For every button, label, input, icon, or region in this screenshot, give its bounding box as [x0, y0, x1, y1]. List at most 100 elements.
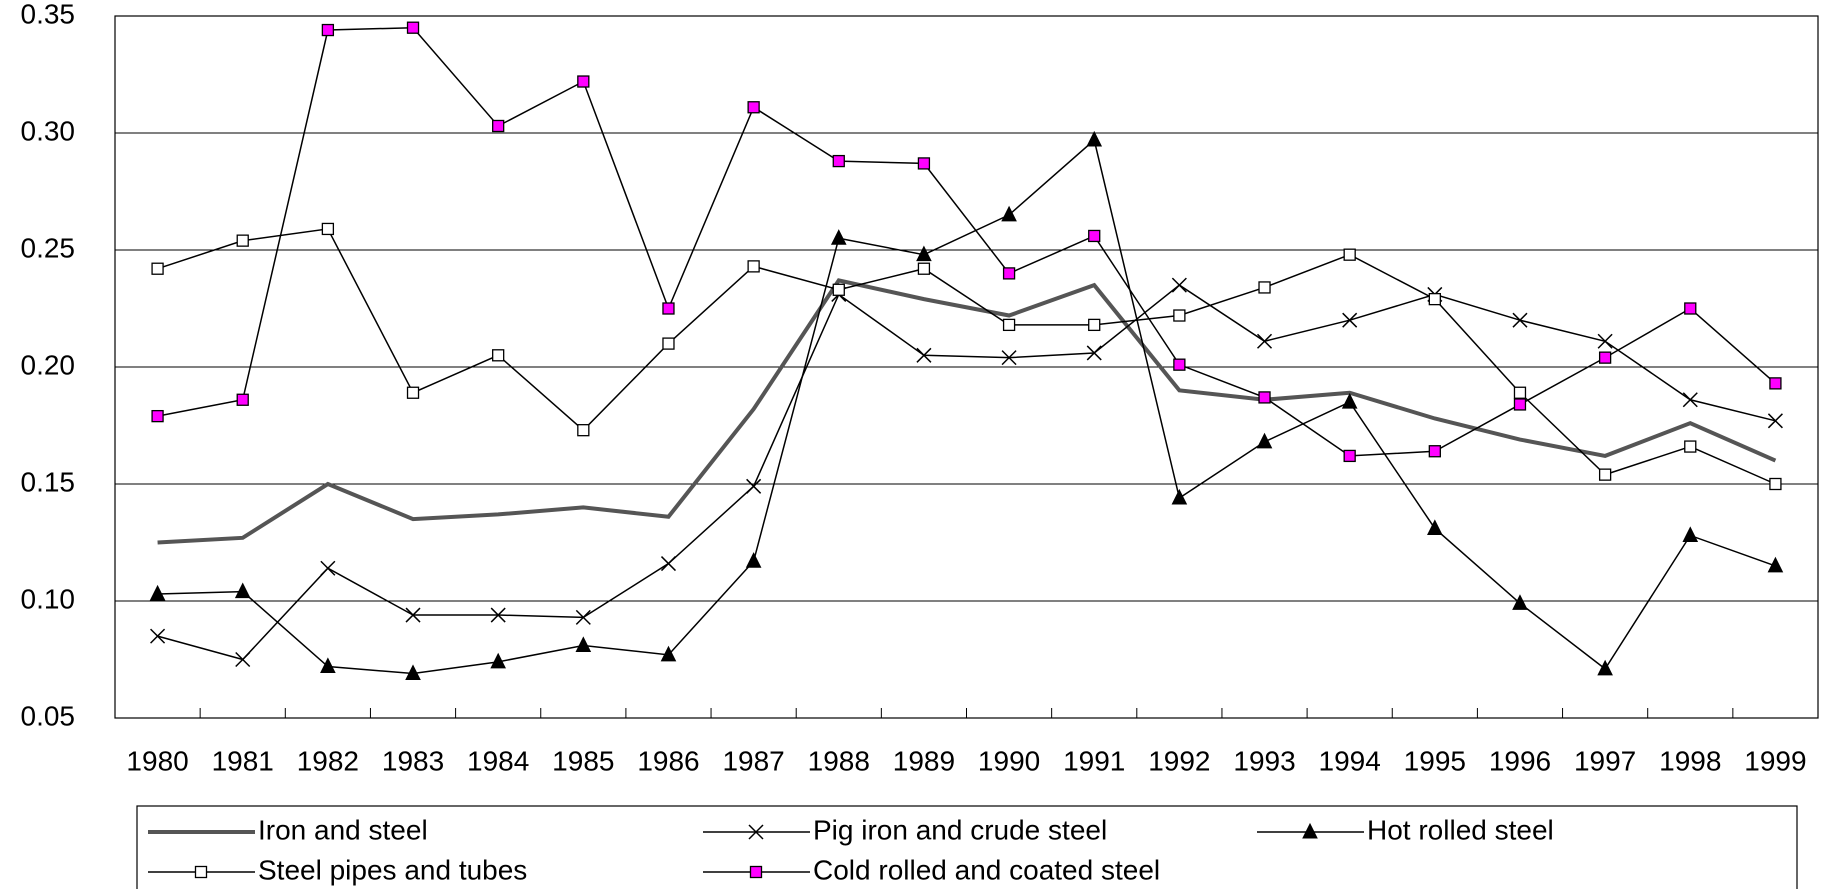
legend-label: Cold rolled and coated steel — [813, 854, 1160, 885]
marker — [1513, 386, 1527, 399]
marker — [1256, 333, 1273, 349]
marker — [916, 245, 932, 262]
x-tick-label: 1983 — [382, 745, 444, 776]
marker — [749, 865, 763, 879]
marker — [1173, 309, 1186, 322]
marker — [1258, 391, 1271, 404]
marker — [321, 222, 335, 236]
marker — [1769, 377, 1782, 390]
series-line — [157, 26, 1776, 457]
x-tick-label: 1985 — [552, 745, 614, 776]
x-tick-label: 1996 — [1489, 745, 1551, 776]
legend-label: Pig iron and crude steel — [813, 814, 1107, 845]
marker — [1342, 312, 1358, 328]
marker — [1171, 488, 1188, 505]
x-tick-label: 1993 — [1233, 745, 1295, 776]
marker — [151, 262, 164, 275]
marker — [151, 409, 164, 423]
marker — [194, 865, 208, 879]
x-tick-label: 1984 — [467, 745, 529, 776]
marker — [1001, 350, 1017, 366]
marker — [575, 609, 591, 625]
marker — [745, 552, 762, 568]
marker — [492, 119, 505, 133]
marker — [406, 386, 420, 399]
y-tick-label: 0.15 — [21, 466, 76, 497]
marker — [832, 154, 845, 168]
marker — [660, 556, 677, 572]
marker — [150, 628, 166, 644]
marker — [1256, 432, 1273, 449]
legend-label: Steel pipes and tubes — [258, 854, 527, 885]
marker — [1682, 526, 1699, 542]
marker — [917, 157, 931, 170]
marker — [1001, 205, 1017, 222]
marker — [577, 75, 590, 88]
marker — [1343, 248, 1356, 261]
marker — [1597, 333, 1613, 349]
x-tick-label: 1992 — [1148, 745, 1210, 776]
marker — [321, 23, 335, 37]
marker — [234, 582, 251, 599]
marker — [1088, 229, 1101, 243]
x-tick-label: 1990 — [978, 745, 1040, 776]
y-tick-label: 0.25 — [21, 232, 76, 263]
marker — [149, 584, 166, 601]
y-tick-label: 0.20 — [21, 349, 76, 380]
marker — [1512, 594, 1528, 610]
marker — [575, 636, 592, 652]
marker — [1598, 351, 1612, 364]
marker — [1769, 477, 1782, 491]
x-tick-label: 1997 — [1574, 745, 1636, 776]
marker — [1684, 302, 1697, 315]
legend-label: Iron and steel — [258, 814, 428, 845]
marker — [490, 607, 506, 623]
marker — [1088, 318, 1101, 332]
marker — [1428, 445, 1441, 458]
marker — [1767, 413, 1783, 429]
marker — [236, 393, 249, 406]
x-tick-label: 1982 — [297, 745, 359, 776]
marker — [1428, 292, 1441, 306]
x-tick-label: 1989 — [893, 745, 955, 776]
x-tick-label: 1987 — [722, 745, 784, 776]
y-tick-label: 0.35 — [21, 0, 76, 29]
x-tick-label: 1998 — [1659, 745, 1721, 776]
marker — [1682, 392, 1698, 408]
marker — [1002, 267, 1016, 280]
marker — [747, 101, 760, 114]
marker — [320, 657, 336, 674]
marker — [235, 651, 251, 668]
marker — [492, 349, 505, 362]
y-tick-label: 0.05 — [21, 700, 76, 731]
series-line — [157, 284, 1776, 661]
series-line — [157, 278, 1777, 545]
marker — [747, 260, 760, 273]
marker — [490, 652, 506, 669]
series-line — [157, 228, 1776, 485]
marker — [830, 229, 847, 245]
marker — [1086, 345, 1102, 361]
marker — [1086, 130, 1103, 147]
marker — [1171, 277, 1187, 293]
marker — [406, 21, 420, 34]
marker — [1512, 312, 1528, 328]
y-tick-label: 0.10 — [21, 583, 76, 614]
marker — [1427, 519, 1443, 535]
legend-label: Hot rolled steel — [1367, 814, 1554, 845]
marker — [236, 234, 249, 247]
marker — [577, 424, 590, 437]
marker — [662, 337, 675, 350]
marker — [1002, 318, 1016, 332]
x-tick-label: 1994 — [1319, 745, 1381, 776]
x-tick-label: 1999 — [1744, 745, 1806, 776]
marker — [1173, 358, 1186, 371]
x-tick-label: 1988 — [808, 745, 870, 776]
marker — [748, 824, 764, 840]
marker — [1258, 281, 1271, 294]
marker — [405, 607, 421, 623]
marker — [1597, 659, 1613, 676]
marker — [320, 560, 336, 576]
